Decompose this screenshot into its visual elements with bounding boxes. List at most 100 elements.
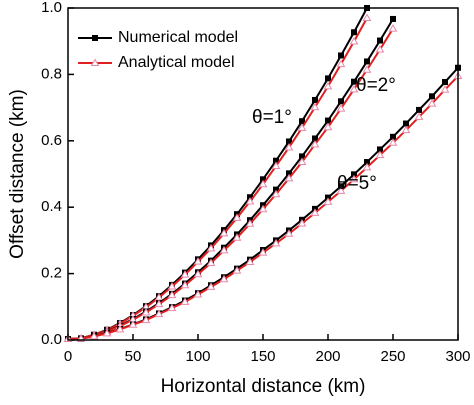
series-marker <box>271 238 281 247</box>
series-marker <box>286 170 292 177</box>
series-marker <box>286 138 292 145</box>
series-marker <box>351 29 357 36</box>
series-marker <box>429 93 435 100</box>
series-marker <box>219 228 229 237</box>
series-marker <box>297 218 307 227</box>
series-marker <box>193 290 203 298</box>
series-marker <box>245 219 255 227</box>
x-tick-label: 150 <box>250 348 275 365</box>
legend-text: Analytical model <box>118 54 235 71</box>
x-tick-label: 200 <box>315 348 340 365</box>
series-marker <box>390 15 396 22</box>
series-marker <box>271 189 281 198</box>
series-marker <box>299 153 305 160</box>
x-tick-label: 0 <box>64 348 72 365</box>
series-marker <box>349 37 359 45</box>
legend-marker <box>90 58 100 66</box>
series-marker <box>388 24 398 32</box>
series-marker <box>232 213 242 221</box>
series-marker <box>390 133 396 140</box>
series-marker <box>377 146 383 153</box>
series-marker <box>167 290 177 299</box>
series-marker <box>258 248 268 256</box>
series-marker <box>219 245 229 254</box>
series-marker <box>115 324 125 333</box>
series-marker <box>232 266 242 274</box>
series-marker <box>310 139 320 148</box>
series-marker <box>416 106 422 113</box>
series-marker <box>180 270 190 278</box>
series-marker <box>375 45 385 53</box>
series-marker <box>167 303 177 312</box>
series-marker <box>180 297 190 305</box>
series-marker <box>154 309 164 318</box>
series-marker <box>349 84 359 93</box>
series-marker <box>442 79 448 86</box>
series-marker <box>193 269 203 278</box>
series-marker <box>297 123 307 131</box>
series-marker <box>364 159 370 166</box>
annotation: θ=1° <box>252 107 292 128</box>
series-marker <box>180 280 190 289</box>
series-marker <box>440 85 450 93</box>
series-marker <box>89 331 99 340</box>
x-axis-label: Horizontal distance (km) <box>161 376 366 397</box>
series-marker <box>349 174 359 183</box>
series-marker <box>325 117 331 124</box>
series-line <box>67 28 394 341</box>
series-marker <box>427 99 437 107</box>
x-tick-label: 250 <box>380 348 405 365</box>
series-marker <box>128 320 138 328</box>
y-tick-label: 0.6 <box>41 132 62 149</box>
series-marker <box>351 171 357 178</box>
y-tick-label: 0.4 <box>41 198 62 215</box>
x-tick-label: 50 <box>125 348 142 365</box>
series-marker <box>388 138 398 146</box>
series-marker <box>414 112 424 120</box>
series-marker <box>232 233 242 241</box>
series-marker <box>271 161 281 170</box>
series-marker <box>336 59 346 68</box>
series-marker <box>284 173 294 182</box>
y-tick-label: 0.8 <box>41 65 62 82</box>
series-marker <box>401 125 411 134</box>
series-marker <box>297 157 307 166</box>
series-marker <box>362 162 372 171</box>
plot-frame <box>67 7 459 341</box>
series-marker <box>206 243 216 252</box>
series-marker <box>141 315 151 324</box>
series-marker <box>336 186 346 194</box>
series-marker <box>323 81 333 90</box>
series-marker <box>325 75 331 82</box>
series-marker <box>362 65 372 73</box>
series-marker <box>206 258 216 266</box>
series-marker <box>284 229 294 237</box>
y-axis-label: Offset distance (km) <box>7 89 28 259</box>
series-marker <box>154 299 164 308</box>
series-marker <box>284 142 294 151</box>
series-marker <box>351 78 357 85</box>
series-marker <box>362 13 372 21</box>
series-marker <box>141 307 151 316</box>
series-marker <box>260 176 266 183</box>
series-marker <box>377 37 383 44</box>
series-marker <box>245 257 255 265</box>
series-marker <box>273 157 279 164</box>
series-marker <box>273 186 279 193</box>
series-marker <box>206 282 216 290</box>
series-marker <box>299 118 305 125</box>
y-tick-label: 0.2 <box>41 265 62 282</box>
series-marker <box>375 150 385 159</box>
series-marker <box>323 122 333 131</box>
series-marker <box>338 98 344 105</box>
series-marker <box>193 257 203 265</box>
series-marker <box>338 52 344 59</box>
series-marker <box>310 208 320 216</box>
series-marker <box>258 179 268 188</box>
y-tick-label: 1.0 <box>41 0 62 16</box>
x-tick-label: 300 <box>445 348 470 365</box>
annotation: θ=5° <box>337 173 377 194</box>
series-marker <box>312 135 318 142</box>
annotation: θ=2° <box>356 75 396 96</box>
